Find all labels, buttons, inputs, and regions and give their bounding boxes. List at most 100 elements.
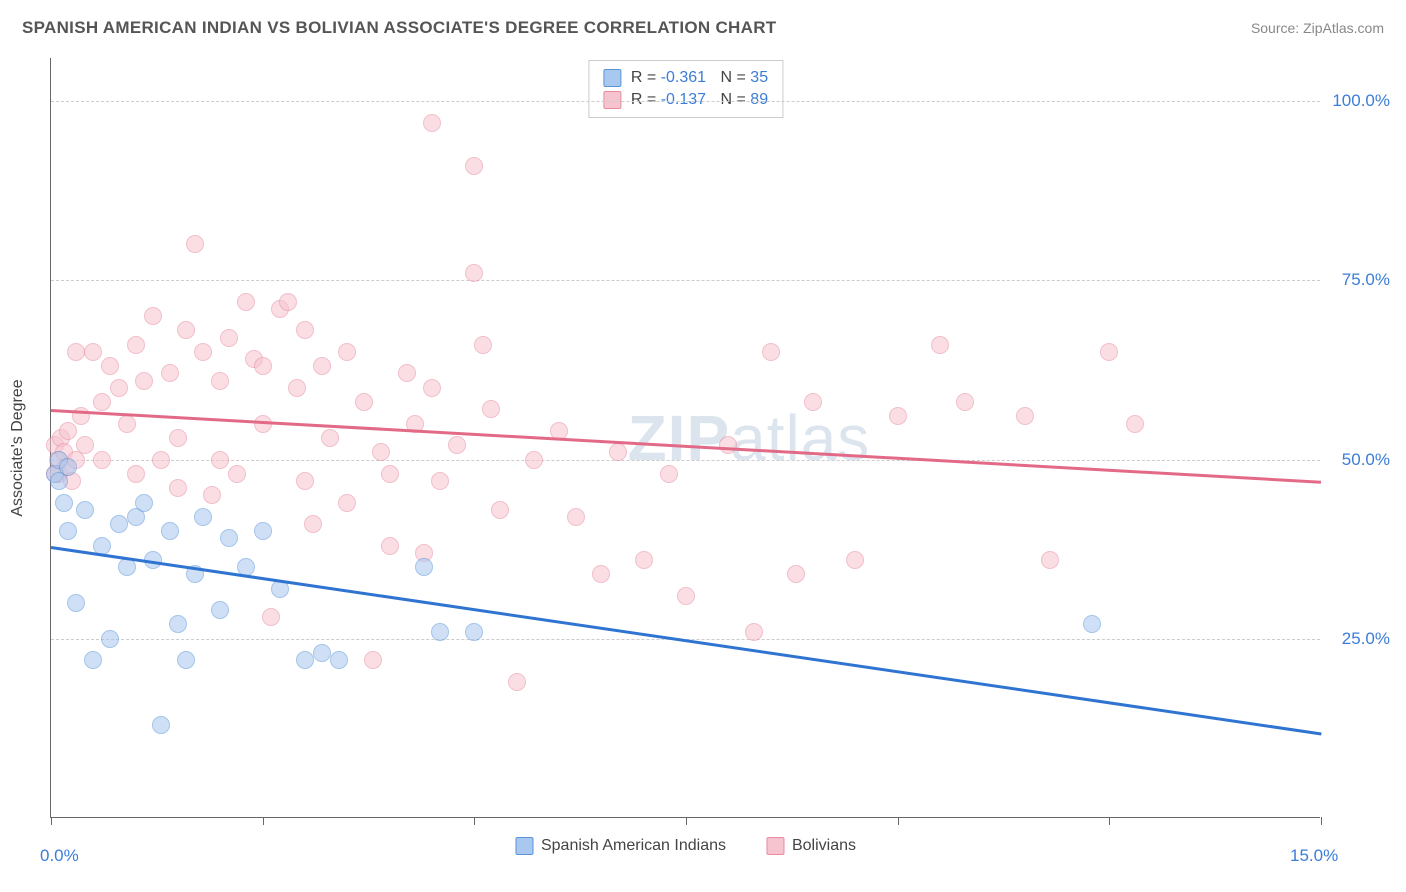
legend-stats-row: R = -0.361 N = 35 [603,67,768,89]
x-axis-min-label: 0.0% [40,846,79,866]
chart-title: SPANISH AMERICAN INDIAN VS BOLIVIAN ASSO… [22,18,776,38]
x-tick [51,817,52,825]
scatter-point [296,472,314,490]
scatter-point [118,415,136,433]
scatter-point [59,458,77,476]
scatter-point [76,501,94,519]
scatter-point [84,343,102,361]
scatter-point [482,400,500,418]
legend-swatch-icon [603,91,621,109]
scatter-point [152,451,170,469]
legend-r-value: -0.361 [661,69,706,86]
scatter-point [635,551,653,569]
y-tick-label: 50.0% [1342,450,1390,470]
scatter-point [101,357,119,375]
scatter-point [177,321,195,339]
legend-swatch-icon [766,837,784,855]
scatter-point [355,393,373,411]
scatter-point [194,508,212,526]
scatter-point [372,443,390,461]
watermark-part2: atlas [730,402,870,474]
scatter-point [423,379,441,397]
scatter-point [84,651,102,669]
x-axis-max-label: 15.0% [1290,846,1338,866]
trend-line [51,546,1321,735]
legend-stats-box: R = -0.361 N = 35 R = -0.137 N = 89 [588,60,783,118]
scatter-point [288,379,306,397]
scatter-point [415,558,433,576]
scatter-point [338,494,356,512]
scatter-point [423,114,441,132]
scatter-point [76,436,94,454]
scatter-point [956,393,974,411]
source-label: Source: ZipAtlas.com [1251,20,1384,36]
scatter-point [931,336,949,354]
scatter-point [296,651,314,669]
scatter-point [262,608,280,626]
scatter-point [304,515,322,533]
scatter-point [525,451,543,469]
legend-series-label: Spanish American Indians [541,837,726,855]
watermark: ZIPatlas [628,401,871,475]
scatter-point [67,594,85,612]
legend-series-label: Bolivians [792,837,856,855]
x-tick [686,817,687,825]
scatter-point [93,451,111,469]
scatter-point [846,551,864,569]
scatter-point [381,465,399,483]
scatter-point [161,522,179,540]
scatter-point [55,494,73,512]
grid-line [51,280,1320,281]
grid-line [51,460,1320,461]
chart-container: Associate's Degree ZIPatlas R = -0.361 N… [50,58,1390,838]
legend-series-item: Bolivians [766,837,856,855]
scatter-point [660,465,678,483]
legend-series-box: Spanish American Indians Bolivians [515,837,856,855]
scatter-point [254,522,272,540]
scatter-point [719,436,737,454]
scatter-point [127,465,145,483]
scatter-point [431,623,449,641]
scatter-point [474,336,492,354]
scatter-point [1016,407,1034,425]
scatter-point [177,651,195,669]
scatter-point [144,307,162,325]
scatter-point [110,515,128,533]
scatter-point [1083,615,1101,633]
scatter-point [93,393,111,411]
scatter-point [101,630,119,648]
scatter-point [211,601,229,619]
scatter-point [313,644,331,662]
scatter-point [567,508,585,526]
scatter-point [169,429,187,447]
grid-line [51,101,1320,102]
scatter-point [321,429,339,447]
y-tick-label: 100.0% [1332,91,1390,111]
header-bar: SPANISH AMERICAN INDIAN VS BOLIVIAN ASSO… [22,18,1384,38]
scatter-point [465,623,483,641]
scatter-point [220,529,238,547]
scatter-point [59,422,77,440]
scatter-point [592,565,610,583]
watermark-part1: ZIP [628,402,731,474]
legend-swatch-icon [515,837,533,855]
scatter-point [169,479,187,497]
scatter-point [508,673,526,691]
scatter-point [787,565,805,583]
scatter-point [677,587,695,605]
plot-area: ZIPatlas R = -0.361 N = 35 R = -0.137 N … [50,58,1320,818]
scatter-point [1100,343,1118,361]
scatter-point [381,537,399,555]
x-tick [1321,817,1322,825]
y-axis-title: Associate's Degree [9,379,27,516]
scatter-point [67,343,85,361]
legend-r-value: -0.137 [661,91,706,108]
scatter-point [398,364,416,382]
scatter-point [338,343,356,361]
scatter-point [804,393,822,411]
scatter-point [745,623,763,641]
legend-r-label: R = -0.361 [631,69,706,87]
scatter-point [211,372,229,390]
scatter-point [237,293,255,311]
scatter-point [186,235,204,253]
